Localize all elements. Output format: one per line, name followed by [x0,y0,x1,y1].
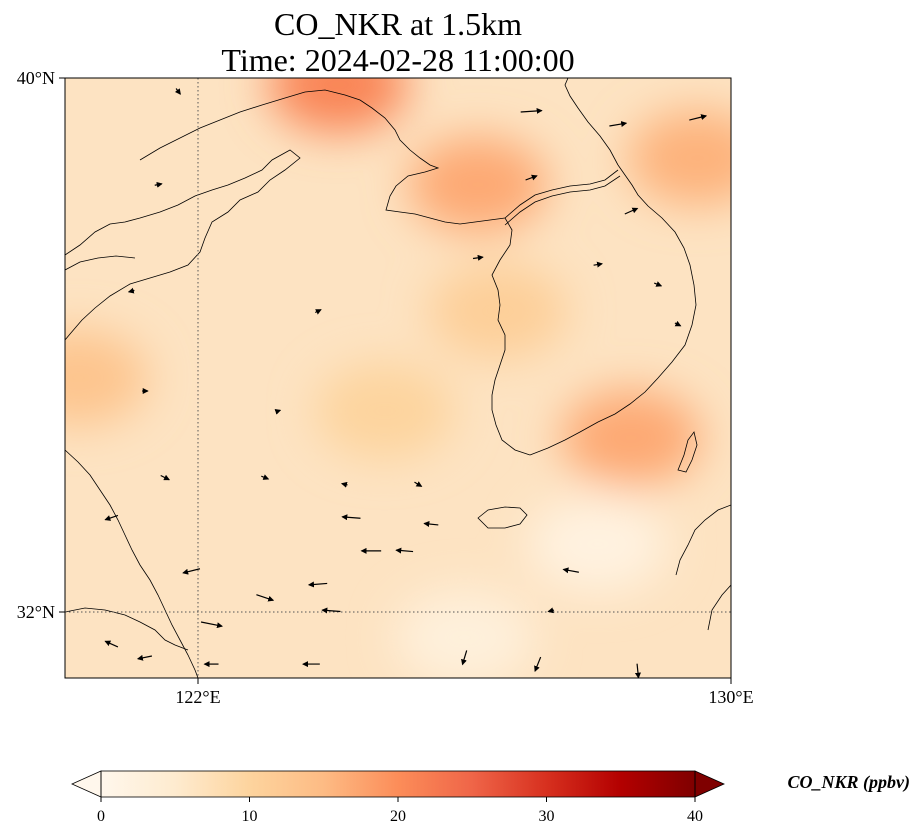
colorbar-tick-label-10: 10 [242,808,258,825]
wind-arrow-6 [525,174,538,181]
wind-arrow-26 [307,581,328,588]
coastline-korea-south [529,164,697,456]
wind-arrow-11 [127,287,135,294]
colorbar-tick-label-0: 0 [97,808,105,825]
wind-arrow-16 [160,474,170,481]
wind-arrow-25 [182,568,201,575]
wind-arrow-47 [560,744,568,758]
field-hotspots [65,78,731,678]
wind-arrow-56 [506,804,517,818]
wind-arrow-9 [593,261,603,268]
wind-arrow-18 [340,481,348,488]
lon-tick-label-122: 122°E [175,687,220,707]
colorbar-tick-label-20: 20 [390,808,406,825]
wind-arrow-20 [104,514,119,521]
coastline-shandong-north [65,255,136,271]
wind-arrow-5 [154,181,163,188]
wind-arrow-44 [371,760,372,768]
wind-arrow-12 [315,309,322,315]
colorbar-tick-label-30: 30 [539,808,555,825]
wind-arrow-46 [525,744,538,758]
wind-arrow-39 [457,692,460,702]
wind-arrow-8 [472,254,484,261]
field-hotspot-5 [65,329,149,426]
wind-arrow-19 [414,481,423,487]
wind-arrow-10 [654,281,663,287]
wind-arrow-33 [136,654,153,661]
wind-arrow-52 [84,813,87,821]
colorbar-title: CO_NKR (ppbv) [788,772,911,793]
field-hotspot-9 [527,496,668,593]
field-hotspot-4 [561,389,702,486]
map-title-line-1: CO_NKR at 1.5km [274,6,522,42]
axis-ticks [59,77,732,684]
coastline-china-north [65,149,301,341]
lat-tick-label-32: 32°N [17,602,55,622]
field-hotspot-3 [627,109,731,206]
wind-arrow-37 [534,656,542,673]
colorbar: 0 10 20 30 40 CO_NKR (ppbv) [71,770,911,825]
coastline-korea-west [491,217,531,456]
wind-arrow-31 [547,607,555,614]
wind-arrow-28 [200,621,224,629]
field-hotspot-7 [427,263,568,360]
field-hotspot-6 [314,363,455,459]
lat-tick-label-40: 40°N [17,68,55,88]
wind-arrow-24 [395,547,414,554]
coastline-liaodong [139,89,506,225]
wind-arrow-3 [609,121,628,128]
wind-arrow-27 [562,567,579,574]
field-hotspot-2 [407,136,548,233]
colorbar-max-extension [694,770,725,798]
concentration-field [65,78,731,678]
island-jeju [477,506,528,529]
map-frame [64,77,732,679]
colorbar-ticks [100,797,696,802]
map-title-line-2: Time: 2024-02-28 11:00:00 [221,42,575,78]
field-hotspot-8 [394,589,535,678]
wind-arrow-54 [263,810,267,811]
coastline-kyushu [675,504,731,631]
gridlines [65,78,731,678]
border-china-korea [504,169,621,226]
coastline-yangtze [65,607,189,651]
wind-arrow-32 [104,640,119,648]
wind-arrow-1 [174,88,181,95]
wind-arrow-4 [689,114,708,121]
island-tsushima [677,431,698,473]
coastline-china-east [65,449,199,678]
wind-arrow-21 [341,514,361,521]
wind-arrow-2 [520,107,543,114]
colorbar-gradient [101,771,695,797]
coastline-korea-east [564,78,619,166]
wind-arrow-15 [274,409,282,415]
colorbar-tick-label-40: 40 [687,808,703,825]
field-hotspot-1 [268,78,409,133]
wind-arrow-48 [585,756,598,771]
wind-arrow-57 [632,820,643,828]
wind-arrow-7 [624,207,639,215]
wind-arrow-40 [497,704,500,718]
wind-arrow-38 [634,663,641,678]
colorbar-min-extension [71,770,102,798]
wind-arrow-29 [256,594,275,602]
lon-tick-label-130: 130°E [708,687,753,707]
coastlines [65,78,731,678]
wind-vectors [84,88,708,828]
wind-arrow-22 [423,521,439,528]
wind-arrow-13 [674,320,682,327]
wind-arrow-36 [461,650,468,666]
wind-arrow-30 [321,607,341,614]
wind-arrow-41 [584,697,585,711]
wind-arrow-17 [261,474,270,480]
